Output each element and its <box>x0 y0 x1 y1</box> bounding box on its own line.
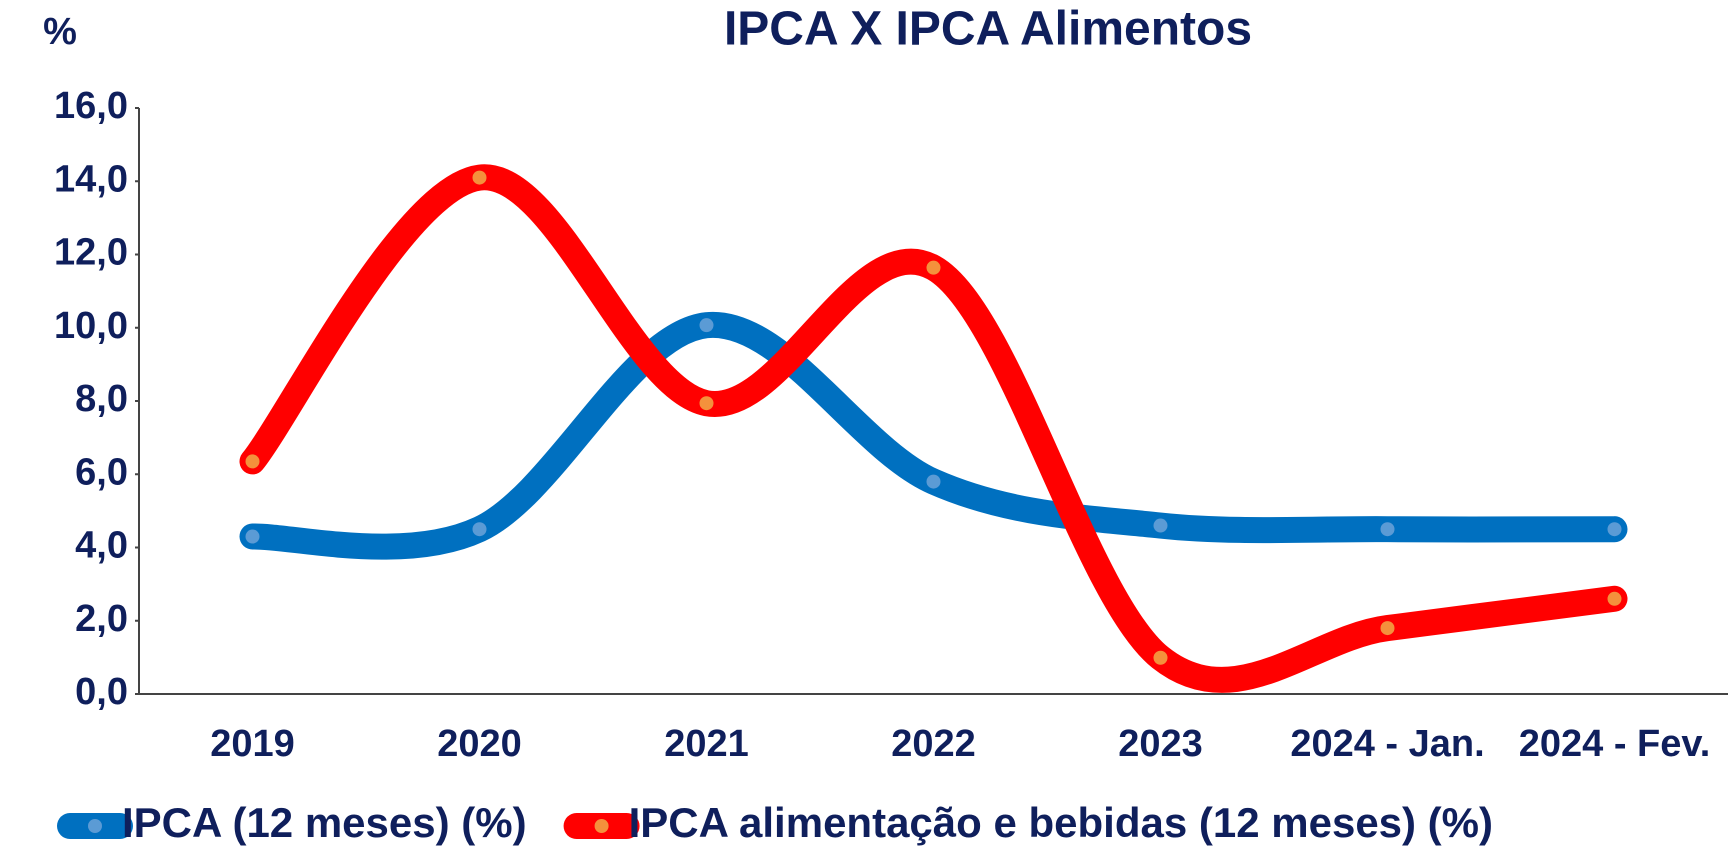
y-tick-label: 12,0 <box>54 232 128 274</box>
data-point <box>1153 650 1168 665</box>
data-point <box>245 529 260 544</box>
x-tick-label: 2020 <box>437 723 522 765</box>
y-tick-label: 10,0 <box>54 305 128 347</box>
data-point <box>699 396 714 411</box>
y-tick-label: 4,0 <box>75 525 128 567</box>
x-tick-label: 2022 <box>891 723 976 765</box>
x-tick-label: 2024 - Fev. <box>1519 723 1711 765</box>
y-tick-label: 2,0 <box>75 598 128 640</box>
series-line <box>239 312 1628 560</box>
y-tick-label: 14,0 <box>54 158 128 200</box>
y-tick-label: 0,0 <box>75 671 128 713</box>
data-point <box>1380 522 1395 537</box>
legend-label: IPCA alimentação e bebidas (12 meses) (%… <box>629 799 1493 846</box>
x-tick-label: 2023 <box>1118 723 1203 765</box>
y-tick-label: 6,0 <box>75 451 128 493</box>
data-point <box>472 522 487 537</box>
y-axis-label: % <box>43 11 77 53</box>
x-tick-label: 2019 <box>210 723 295 765</box>
legend-marker <box>594 819 609 833</box>
data-point <box>926 474 941 489</box>
data-point <box>1607 522 1622 537</box>
series-line <box>239 164 1628 693</box>
y-tick-label: 8,0 <box>75 378 128 420</box>
legend-label: IPCA (12 meses) (%) <box>122 799 527 846</box>
chart-title: IPCA X IPCA Alimentos <box>724 3 1252 56</box>
data-point <box>245 454 260 469</box>
data-point <box>926 260 941 275</box>
data-point <box>699 318 714 333</box>
data-point <box>1380 621 1395 636</box>
x-tick-label: 2021 <box>664 723 749 765</box>
data-point <box>1607 591 1622 606</box>
legend-marker <box>88 819 102 833</box>
y-tick-label: 16,0 <box>54 85 128 127</box>
data-point <box>472 170 487 185</box>
x-tick-label: 2024 - Jan. <box>1290 723 1484 765</box>
data-point <box>1153 518 1168 533</box>
